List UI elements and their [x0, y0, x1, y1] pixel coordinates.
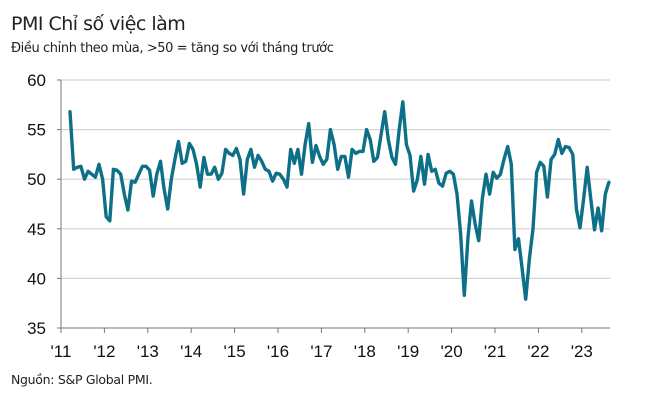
y-tick-label: 45 — [27, 220, 46, 239]
y-tick-label: 50 — [27, 170, 46, 189]
x-tick-label: '14 — [180, 342, 202, 361]
x-tick-label: '15 — [224, 342, 246, 361]
x-tick-label: '19 — [397, 342, 419, 361]
x-tick-label: '17 — [310, 342, 332, 361]
x-tick-label: '21 — [484, 342, 506, 361]
series-line — [68, 100, 611, 301]
x-tick-label: '23 — [571, 342, 593, 361]
chart-subtitle: Điều chỉnh theo mùa, >50 = tăng so với t… — [11, 41, 334, 56]
y-tick-label: 35 — [27, 319, 46, 338]
x-tick-label: '18 — [354, 342, 376, 361]
source-note: Nguồn: S&P Global PMI. — [11, 372, 153, 387]
y-tick-label: 60 — [27, 71, 46, 90]
x-tick-label: '12 — [93, 342, 115, 361]
chart-title: PMI Chỉ số việc làm — [11, 13, 186, 35]
x-tick-label: '13 — [137, 342, 159, 361]
y-tick-label: 40 — [27, 269, 46, 288]
x-tick-label: '11 — [51, 342, 72, 361]
x-tick-label: '16 — [267, 342, 289, 361]
x-tick-label: '20 — [441, 342, 463, 361]
y-tick-label: 55 — [27, 121, 46, 140]
x-tick-label: '22 — [527, 342, 549, 361]
